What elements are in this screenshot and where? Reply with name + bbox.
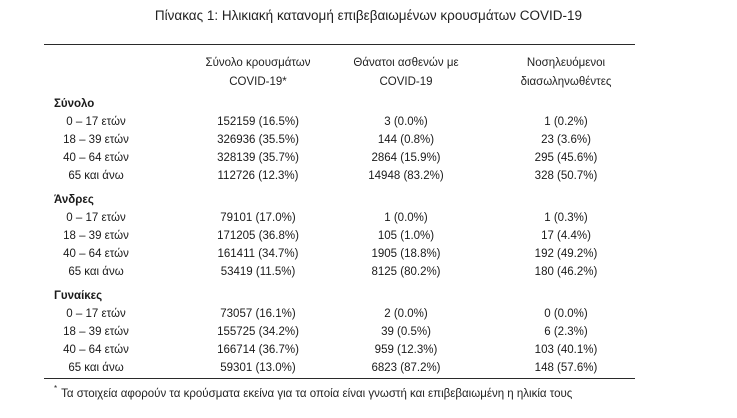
cases-cell: 166714 (36.7%) — [217, 344, 299, 356]
intubated-cell: 0 (0.0%) — [544, 308, 588, 320]
row-label: 18 – 39 ετών — [63, 134, 129, 146]
column-header-line: Σύνολο κρουσμάτων — [205, 57, 311, 69]
deaths-cell: 8125 (80.2%) — [371, 266, 441, 278]
section-title-total: Σύνολο — [54, 98, 95, 110]
row-label: 40 – 64 ετών — [63, 344, 129, 356]
cases-cell: 152159 (16.5%) — [217, 116, 299, 128]
deaths-cell: 39 (0.5%) — [381, 326, 431, 338]
intubated-cell: 180 (46.2%) — [534, 266, 598, 278]
footnote: * Τα στοιχεία αφορούν τα κρούσματα εκείνα… — [54, 384, 573, 400]
column-header-line: Νοσηλευόμενοι — [526, 57, 606, 69]
deaths-cell: 2864 (15.9%) — [371, 152, 441, 164]
intubated-cell: 103 (40.1%) — [534, 344, 598, 356]
deaths-cell: 1905 (18.8%) — [371, 248, 441, 260]
section-title-women: Γυναίκες — [54, 290, 103, 302]
table-bottom-rule — [44, 378, 635, 379]
cases-cell: 326936 (35.5%) — [217, 134, 299, 146]
table-row: 18 – 39 ετών 155725 (34.2%) 39 (0.5%) 6 … — [0, 326, 737, 344]
table-row: 0 – 17 ετών 73057 (16.1%) 2 (0.0%) 0 (0.… — [0, 308, 737, 326]
table-row: 65 και άνω 53419 (11.5%) 8125 (80.2%) 18… — [0, 266, 737, 284]
table-row: 40 – 64 ετών 161411 (34.7%) 1905 (18.8%)… — [0, 248, 737, 266]
deaths-cell: 2 (0.0%) — [384, 308, 428, 320]
column-header-cases: Σύνολο κρουσμάτων COVID-19* — [178, 54, 338, 92]
column-header-line: Θάνατοι ασθενών με — [353, 57, 459, 69]
row-label: 0 – 17 ετών — [66, 116, 126, 128]
intubated-cell: 148 (57.6%) — [534, 362, 598, 374]
deaths-cell: 959 (12.3%) — [374, 344, 438, 356]
deaths-cell: 105 (1.0%) — [377, 230, 435, 242]
intubated-cell: 1 (0.3%) — [544, 212, 588, 224]
footnote-mark: * — [54, 384, 58, 393]
row-label: 0 – 17 ετών — [66, 308, 126, 320]
table-top-rule — [44, 44, 635, 45]
intubated-cell: 1 (0.2%) — [544, 116, 588, 128]
row-label: 65 και άνω — [68, 170, 124, 182]
cases-cell: 79101 (17.0%) — [220, 212, 296, 224]
table-row: 0 – 17 ετών 152159 (16.5%) 3 (0.0%) 1 (0… — [0, 116, 737, 134]
intubated-cell: 295 (45.6%) — [534, 152, 598, 164]
row-label: 65 και άνω — [68, 362, 124, 374]
row-label: 0 – 17 ετών — [66, 212, 126, 224]
cases-cell: 171205 (36.8%) — [217, 230, 299, 242]
cases-cell: 73057 (16.1%) — [220, 308, 296, 320]
table-row: 40 – 64 ετών 166714 (36.7%) 959 (12.3%) … — [0, 344, 737, 362]
deaths-cell: 144 (0.8%) — [377, 134, 435, 146]
table-row: 40 – 64 ετών 328139 (35.7%) 2864 (15.9%)… — [0, 152, 737, 170]
cases-cell: 328139 (35.7%) — [217, 152, 299, 164]
cases-cell: 59301 (13.0%) — [220, 362, 296, 374]
table-row: 65 και άνω 59301 (13.0%) 6823 (87.2%) 14… — [0, 362, 737, 380]
row-label: 18 – 39 ετών — [63, 326, 129, 338]
intubated-cell: 6 (2.3%) — [544, 326, 588, 338]
column-header-line: διασωληνωθέντες — [520, 76, 612, 88]
intubated-cell: 192 (49.2%) — [534, 248, 598, 260]
column-header-deaths: Θάνατοι ασθενών με COVID-19 — [326, 54, 486, 92]
intubated-cell: 23 (3.6%) — [541, 134, 591, 146]
table-caption: Πίνακας 1: Ηλικιακή κατανομή επιβεβαιωμέ… — [154, 8, 583, 23]
table-row: 0 – 17 ετών 79101 (17.0%) 1 (0.0%) 1 (0.… — [0, 212, 737, 230]
table-row: 65 και άνω 112726 (12.3%) 14948 (83.2%) … — [0, 170, 737, 188]
row-label: 18 – 39 ετών — [63, 230, 129, 242]
column-header-line: COVID-19 — [379, 76, 433, 88]
cases-cell: 112726 (12.3%) — [217, 170, 299, 182]
deaths-cell: 6823 (87.2%) — [371, 362, 441, 374]
row-label: 40 – 64 ετών — [63, 248, 129, 260]
intubated-cell: 328 (50.7%) — [534, 170, 598, 182]
cases-cell: 155725 (34.2%) — [217, 326, 299, 338]
intubated-cell: 17 (4.4%) — [541, 230, 591, 242]
deaths-cell: 14948 (83.2%) — [368, 170, 444, 182]
deaths-cell: 1 (0.0%) — [384, 212, 428, 224]
cases-cell: 53419 (11.5%) — [220, 266, 296, 278]
cases-cell: 161411 (34.7%) — [217, 248, 299, 260]
row-label: 40 – 64 ετών — [63, 152, 129, 164]
table-row: 18 – 39 ετών 326936 (35.5%) 144 (0.8%) 2… — [0, 134, 737, 152]
column-header-line: COVID-19* — [229, 76, 287, 88]
row-label: 65 και άνω — [68, 266, 124, 278]
table-row: 18 – 39 ετών 171205 (36.8%) 105 (1.0%) 1… — [0, 230, 737, 248]
footnote-text: Τα στοιχεία αφορούν τα κρούσματα εκείνα … — [61, 387, 573, 400]
column-header-intubated: Νοσηλευόμενοι διασωληνωθέντες — [486, 54, 646, 92]
deaths-cell: 3 (0.0%) — [384, 116, 428, 128]
section-title-men: Άνδρες — [54, 194, 94, 206]
